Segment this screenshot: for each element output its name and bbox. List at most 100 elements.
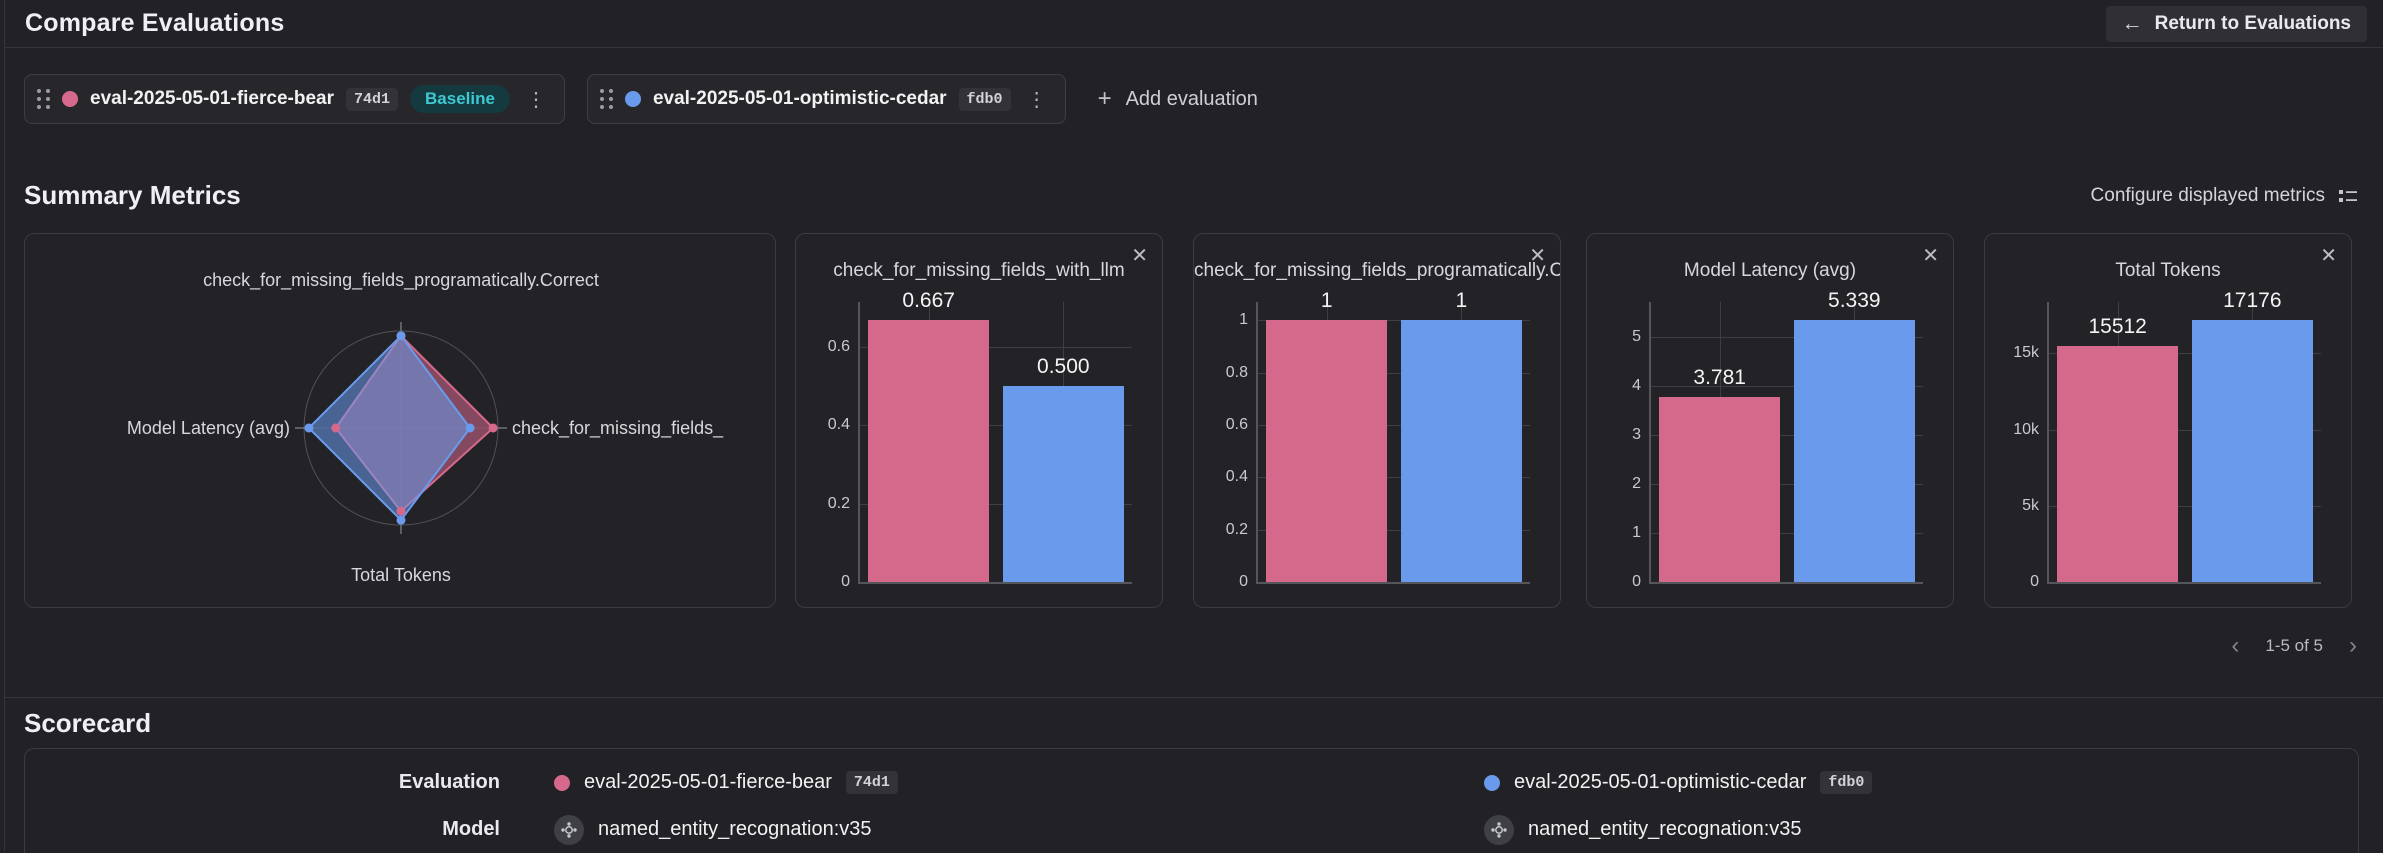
radar-chart: check_for_missing_fields_programatically… [25, 234, 777, 609]
drag-dot [46, 105, 50, 109]
evaluation-color-dot [1484, 775, 1500, 791]
drag-dot [46, 97, 50, 101]
bar [868, 320, 989, 582]
radar-vertex-dot [397, 507, 406, 516]
bar [1401, 320, 1522, 582]
y-tick-label: 5 [1593, 328, 1641, 346]
pagination-next-icon[interactable]: › [2349, 634, 2357, 658]
bar [1794, 320, 1915, 582]
scorecard-row-label: Model [25, 818, 500, 841]
y-tick-label: 3 [1593, 426, 1641, 444]
drag-handle-icon[interactable] [37, 89, 50, 109]
configure-metrics-icon [2337, 185, 2359, 207]
evaluation-name: eval-2025-05-01-optimistic-cedar [653, 88, 947, 110]
drag-dot [609, 105, 613, 109]
drag-handle-icon[interactable] [600, 89, 613, 109]
version-badge: fdb0 [1820, 771, 1872, 794]
scorecard-cell: named_entity_recognation:v35 [1430, 815, 2358, 845]
radar-vertex-dot [397, 331, 406, 340]
scorecard-row-label: Evaluation [25, 771, 500, 794]
return-button-label: Return to Evaluations [2155, 13, 2351, 35]
y-tick-label: 0.4 [802, 416, 850, 434]
configure-label: Configure displayed metrics [2091, 185, 2325, 207]
y-tick-label: 2 [1593, 475, 1641, 493]
pagination: ‹ 1-5 of 5 › [2231, 634, 2357, 658]
drag-dot [46, 89, 50, 93]
drag-dot [600, 97, 604, 101]
bar-value-label: 15512 [2088, 315, 2146, 339]
close-icon[interactable]: ✕ [1131, 246, 1148, 266]
drag-dot [37, 97, 41, 101]
add-evaluation-label: Add evaluation [1126, 88, 1258, 111]
y-tick-label: 1 [1593, 524, 1641, 542]
radar-vertex-dot [397, 516, 406, 525]
summary-metrics-title: Summary Metrics [24, 180, 241, 211]
bar-value-label: 1 [1321, 289, 1333, 313]
radar-vertex-dot [466, 424, 475, 433]
evaluation-name: eval-2025-05-01-optimistic-cedar [1514, 771, 1806, 794]
bar-value-label: 1 [1455, 289, 1467, 313]
radar-axis-label: check_for_missing_fields_programatically… [203, 270, 599, 291]
add-evaluation-button[interactable]: + Add evaluation [1088, 77, 1268, 121]
radar-vertex-dot [489, 424, 498, 433]
close-icon[interactable]: ✕ [1529, 246, 1546, 266]
pagination-label: 1-5 of 5 [2265, 636, 2323, 656]
back-arrow-icon: ← [2122, 12, 2143, 36]
bar [1003, 386, 1124, 582]
y-tick-label: 5k [1991, 497, 2039, 515]
card-title: check_for_missing_fields_programatically… [1194, 260, 1560, 286]
return-to-evaluations-button[interactable]: ← Return to Evaluations [2106, 6, 2367, 42]
y-tick-label: 0.2 [802, 495, 850, 513]
model-icon [1484, 815, 1514, 845]
close-icon[interactable]: ✕ [1922, 246, 1939, 266]
y-tick-label: 1 [1200, 311, 1248, 329]
scorecard-row: Evaluation eval-2025-05-01-fierce-bear 74d… [25, 759, 2358, 806]
model-name: named_entity_recognation:v35 [1528, 818, 1802, 841]
y-tick-label: 0.6 [802, 338, 850, 356]
model-icon [554, 815, 584, 845]
y-tick-label: 0 [1593, 573, 1641, 591]
configure-displayed-metrics-button[interactable]: Configure displayed metrics [2091, 185, 2359, 207]
metric-card: check_for_missing_fields_programatically… [1193, 233, 1561, 608]
evaluation-color-dot [625, 91, 641, 107]
bar-value-label: 17176 [2223, 289, 2281, 313]
pagination-prev-icon[interactable]: ‹ [2231, 634, 2239, 658]
metric-card: check_for_missing_fields_programatically… [24, 233, 776, 608]
bar [2057, 346, 2178, 582]
radar-axis-label: check_for_missing_fields_ [512, 418, 724, 439]
y-tick-label: 0.8 [1200, 364, 1248, 382]
drag-dot [37, 89, 41, 93]
model-glyph [1490, 821, 1508, 839]
kebab-menu-icon[interactable]: ⋮ [1023, 87, 1051, 112]
y-tick-label: 0 [802, 573, 850, 591]
card-title: Total Tokens [1985, 260, 2351, 286]
evaluation-color-dot [554, 775, 570, 791]
y-tick-label: 10k [1991, 421, 2039, 439]
drag-dot [609, 89, 613, 93]
bar-value-label: 5.339 [1828, 289, 1881, 313]
version-badge: 74d1 [346, 88, 398, 111]
kebab-menu-icon[interactable]: ⋮ [522, 87, 550, 112]
bar [2192, 320, 2313, 582]
plus-icon: + [1098, 85, 1112, 113]
model-name: named_entity_recognation:v35 [598, 818, 872, 841]
summary-metrics-header: Summary Metrics Configure displayed metr… [24, 180, 2359, 211]
scorecard-title: Scorecard [24, 708, 151, 739]
model-glyph [560, 821, 578, 839]
evaluation-name: eval-2025-05-01-fierce-bear [90, 88, 334, 110]
version-badge: 74d1 [846, 771, 898, 794]
scorecard-row: Model named_entity_recognation:v35 named_e… [25, 806, 2358, 853]
bar [1266, 320, 1387, 582]
evaluation-name: eval-2025-05-01-fierce-bear [584, 771, 832, 794]
close-icon[interactable]: ✕ [2320, 246, 2337, 266]
y-tick-label: 15k [1991, 344, 2039, 362]
y-tick-label: 0.6 [1200, 416, 1248, 434]
